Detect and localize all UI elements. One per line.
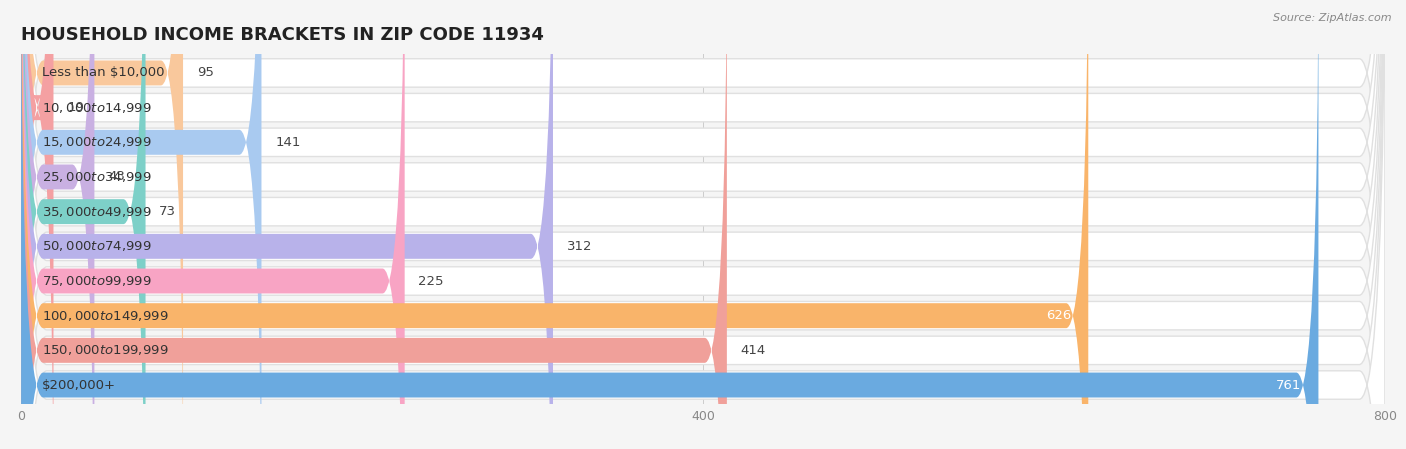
Text: $15,000 to $24,999: $15,000 to $24,999 xyxy=(42,135,152,150)
Text: 312: 312 xyxy=(567,240,592,253)
FancyBboxPatch shape xyxy=(21,0,405,449)
Text: $10,000 to $14,999: $10,000 to $14,999 xyxy=(42,101,152,114)
FancyBboxPatch shape xyxy=(21,0,1088,449)
Text: 626: 626 xyxy=(1046,309,1071,322)
FancyBboxPatch shape xyxy=(21,0,1385,449)
FancyBboxPatch shape xyxy=(21,0,1385,449)
Text: 43: 43 xyxy=(108,171,125,184)
Text: 95: 95 xyxy=(197,66,214,79)
Text: $75,000 to $99,999: $75,000 to $99,999 xyxy=(42,274,152,288)
Text: 141: 141 xyxy=(276,136,301,149)
FancyBboxPatch shape xyxy=(21,0,1385,449)
FancyBboxPatch shape xyxy=(21,0,1385,449)
FancyBboxPatch shape xyxy=(21,0,94,449)
Text: HOUSEHOLD INCOME BRACKETS IN ZIP CODE 11934: HOUSEHOLD INCOME BRACKETS IN ZIP CODE 11… xyxy=(21,26,544,44)
FancyBboxPatch shape xyxy=(21,0,1385,449)
FancyBboxPatch shape xyxy=(21,0,1385,449)
Text: $35,000 to $49,999: $35,000 to $49,999 xyxy=(42,205,152,219)
FancyBboxPatch shape xyxy=(21,0,146,449)
FancyBboxPatch shape xyxy=(21,0,1385,449)
Text: 761: 761 xyxy=(1277,379,1302,392)
Text: $25,000 to $34,999: $25,000 to $34,999 xyxy=(42,170,152,184)
FancyBboxPatch shape xyxy=(21,0,727,449)
Text: 19: 19 xyxy=(67,101,84,114)
FancyBboxPatch shape xyxy=(21,0,553,449)
FancyBboxPatch shape xyxy=(21,0,53,449)
Text: 73: 73 xyxy=(159,205,176,218)
Text: Source: ZipAtlas.com: Source: ZipAtlas.com xyxy=(1274,13,1392,23)
Text: $50,000 to $74,999: $50,000 to $74,999 xyxy=(42,239,152,253)
Text: $100,000 to $149,999: $100,000 to $149,999 xyxy=(42,308,169,323)
FancyBboxPatch shape xyxy=(21,0,183,449)
Text: $200,000+: $200,000+ xyxy=(42,379,115,392)
FancyBboxPatch shape xyxy=(21,0,1319,449)
FancyBboxPatch shape xyxy=(21,0,1385,449)
Text: 414: 414 xyxy=(741,344,766,357)
Text: Less than $10,000: Less than $10,000 xyxy=(42,66,165,79)
FancyBboxPatch shape xyxy=(21,0,1385,449)
Text: 225: 225 xyxy=(419,274,444,287)
Text: $150,000 to $199,999: $150,000 to $199,999 xyxy=(42,343,169,357)
FancyBboxPatch shape xyxy=(21,0,262,449)
FancyBboxPatch shape xyxy=(21,0,1385,449)
